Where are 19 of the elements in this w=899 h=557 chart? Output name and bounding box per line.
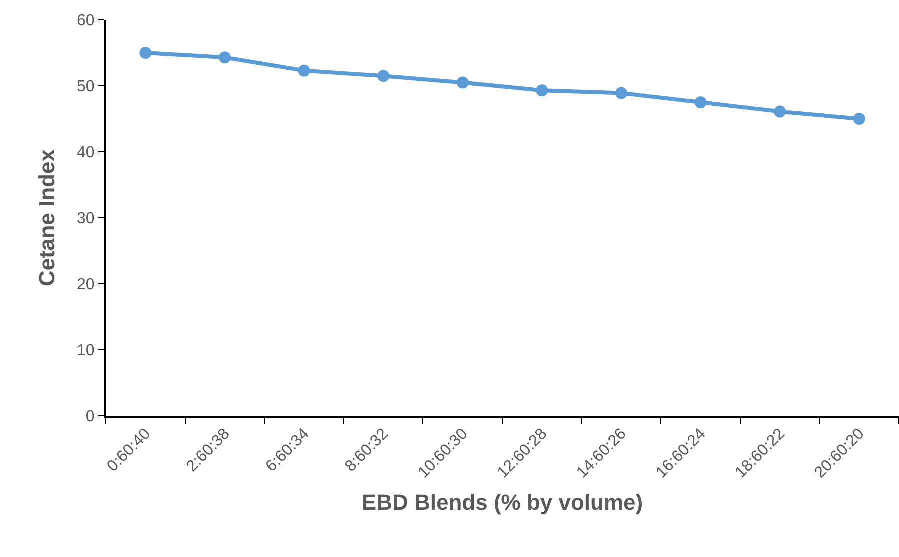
point: [615, 87, 628, 100]
y-tick-label: 10: [77, 342, 95, 360]
point: [378, 70, 390, 82]
point: [536, 84, 548, 97]
y-tick-label: 50: [77, 78, 95, 96]
y-tick-label: 60: [77, 12, 95, 30]
point: [218, 52, 231, 64]
point: [774, 106, 786, 118]
point: [694, 96, 707, 108]
point: [456, 76, 469, 89]
point: [140, 47, 152, 59]
y-tick-label: 0: [86, 408, 95, 426]
x-axis-title: EBD Blends (% by volume): [362, 490, 644, 516]
y-tick-label: 40: [77, 144, 95, 162]
y-tick-label: 20: [77, 276, 95, 294]
point: [298, 64, 310, 77]
y-axis-title: Cetane Index: [34, 148, 60, 286]
point: [853, 113, 866, 125]
y-tick-label: 30: [77, 210, 95, 228]
